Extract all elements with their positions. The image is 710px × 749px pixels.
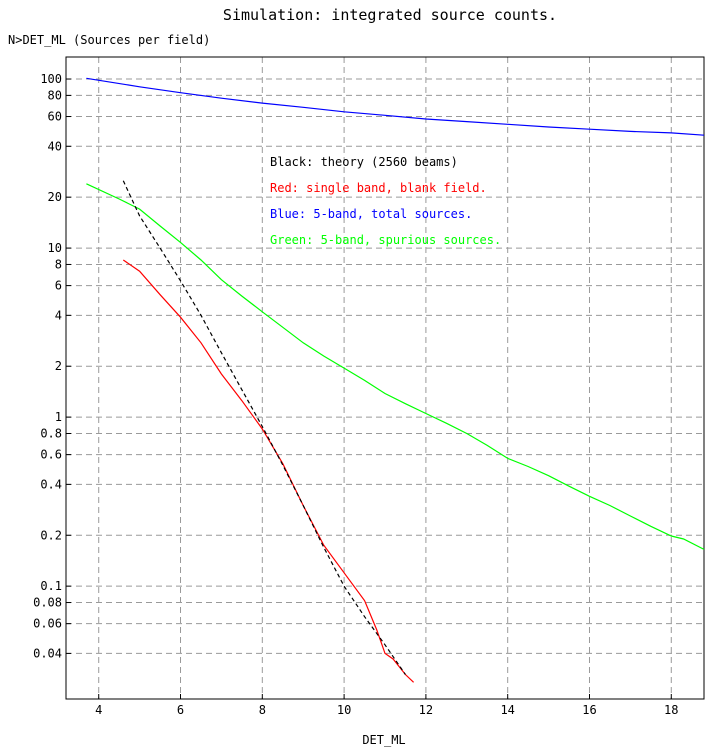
y-tick-label: 0.4 xyxy=(40,477,62,491)
legend-entry: Red: single band, blank field. xyxy=(270,181,487,195)
y-tick-label: 80 xyxy=(48,88,62,102)
y-tick-label: 0.1 xyxy=(40,579,62,593)
x-tick-label: 12 xyxy=(419,703,433,717)
plot-frame xyxy=(65,56,705,700)
y-tick-labels: 100 80 60 40 20 10 8 6 4 2 1 0.8 0.6 0.4 0.2 0.1 0.08 0.0… xyxy=(33,72,62,660)
x-tick-label: 6 xyxy=(177,703,184,717)
y-tick-label: 20 xyxy=(48,190,62,204)
x-tick-label: 14 xyxy=(500,703,514,717)
legend-entry: Blue: 5-band, total sources. xyxy=(270,207,472,221)
y-tick-label: 1 xyxy=(55,410,62,424)
y-axis-label: N>DET_ML (Sources per field) xyxy=(8,33,210,47)
y-tick-label: 10 xyxy=(48,241,62,255)
y-tick-label: 0.6 xyxy=(40,448,62,462)
y-tick-label: 0.2 xyxy=(40,528,62,542)
legend-entry: Black: theory (2560 beams) xyxy=(270,155,458,169)
grid xyxy=(66,57,704,699)
y-tick-label: 0.08 xyxy=(33,596,62,610)
y-tick-label: 40 xyxy=(48,139,62,153)
x-axis-label: DET_ML xyxy=(362,733,405,747)
green-series-line xyxy=(86,183,705,550)
y-tick-label: 60 xyxy=(48,110,62,124)
y-tick-label: 0.04 xyxy=(33,646,62,660)
chart-title: Simulation: integrated source counts. xyxy=(223,6,557,24)
y-tick-label: 100 xyxy=(40,72,62,86)
legend: Black: theory (2560 beams) Red: single ba… xyxy=(270,155,501,247)
blue-series-line xyxy=(86,77,705,136)
black-theory-line xyxy=(122,180,406,675)
x-tick-label: 18 xyxy=(664,703,678,717)
x-tick-label: 4 xyxy=(95,703,102,717)
x-tick-label: 8 xyxy=(259,703,266,717)
y-tick-label: 4 xyxy=(55,308,62,322)
y-tick-label: 6 xyxy=(55,279,62,293)
x-tick-label: 10 xyxy=(337,703,351,717)
x-tick-label: 16 xyxy=(582,703,596,717)
y-tick-label: 0.8 xyxy=(40,426,62,440)
legend-entry: Green: 5-band, spurious sources. xyxy=(270,233,501,247)
x-tick-labels: 4 6 8 10 12 14 16 18 xyxy=(95,703,678,717)
y-tick-label: 2 xyxy=(55,359,62,373)
series-layer xyxy=(86,77,705,683)
y-tick-label: 0.06 xyxy=(33,617,62,631)
red-series-line xyxy=(122,259,415,683)
y-tick-label: 8 xyxy=(55,257,62,271)
